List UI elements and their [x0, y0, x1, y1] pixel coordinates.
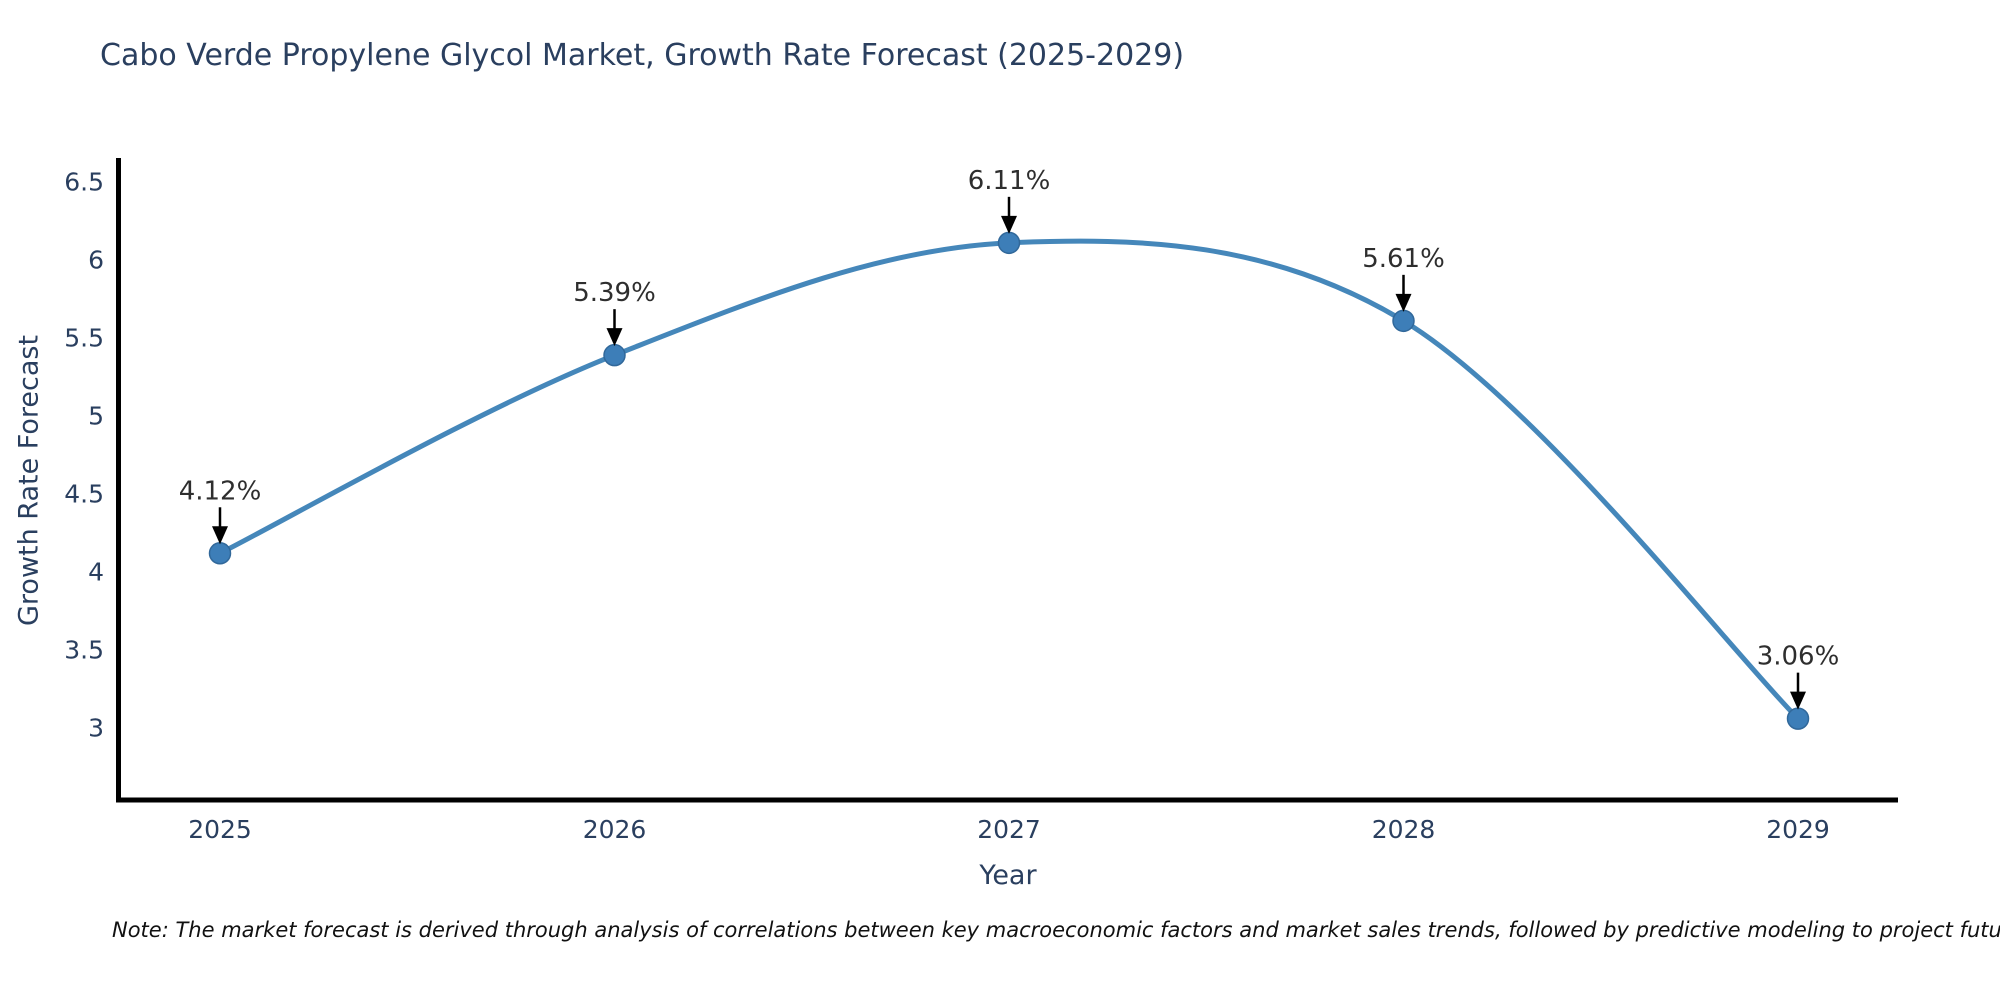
y-tick-label: 4.5 — [64, 480, 104, 509]
x-tick-label: 2025 — [188, 815, 252, 844]
annotation-arrowhead-icon — [1790, 691, 1806, 710]
data-point-label: 4.12% — [179, 476, 262, 506]
y-tick-label: 3 — [88, 714, 104, 743]
data-point-label: 5.39% — [573, 278, 656, 308]
x-tick-label: 2028 — [1372, 815, 1436, 844]
annotation-arrowhead-icon — [1395, 293, 1412, 312]
y-tick-label: 5 — [88, 402, 104, 431]
y-tick-label: 3.5 — [64, 636, 104, 665]
y-tick-label: 6.5 — [64, 168, 104, 197]
data-point-2029[interactable] — [1786, 707, 1810, 730]
x-axis-title: Year — [979, 860, 1037, 891]
data-point-label: 6.11% — [968, 166, 1051, 196]
footnote: Note: The market forecast is derived thr… — [112, 918, 2000, 942]
data-point-label: 3.06% — [1757, 642, 1840, 672]
annotation-arrowhead-icon — [606, 328, 623, 347]
data-point-label: 5.61% — [1362, 244, 1445, 274]
x-tick-label: 2026 — [583, 815, 647, 844]
annotation-arrowhead-icon — [1001, 215, 1017, 234]
forecast-line — [217, 238, 1801, 722]
chart-title: Cabo Verde Propylene Glycol Market, Grow… — [100, 38, 1185, 73]
y-tick-label: 5.5 — [64, 324, 104, 353]
x-tick-label: 2029 — [1766, 815, 1830, 844]
data-point-2028[interactable] — [1392, 309, 1415, 333]
x-tick-label: 2027 — [977, 815, 1041, 844]
y-tick-label: 4 — [88, 558, 104, 587]
data-point-2026[interactable] — [603, 343, 626, 367]
y-tick-label: 6 — [88, 246, 104, 275]
data-point-2027[interactable] — [997, 231, 1021, 255]
data-point-2025[interactable] — [208, 542, 232, 565]
annotation-arrowhead-icon — [212, 526, 228, 545]
